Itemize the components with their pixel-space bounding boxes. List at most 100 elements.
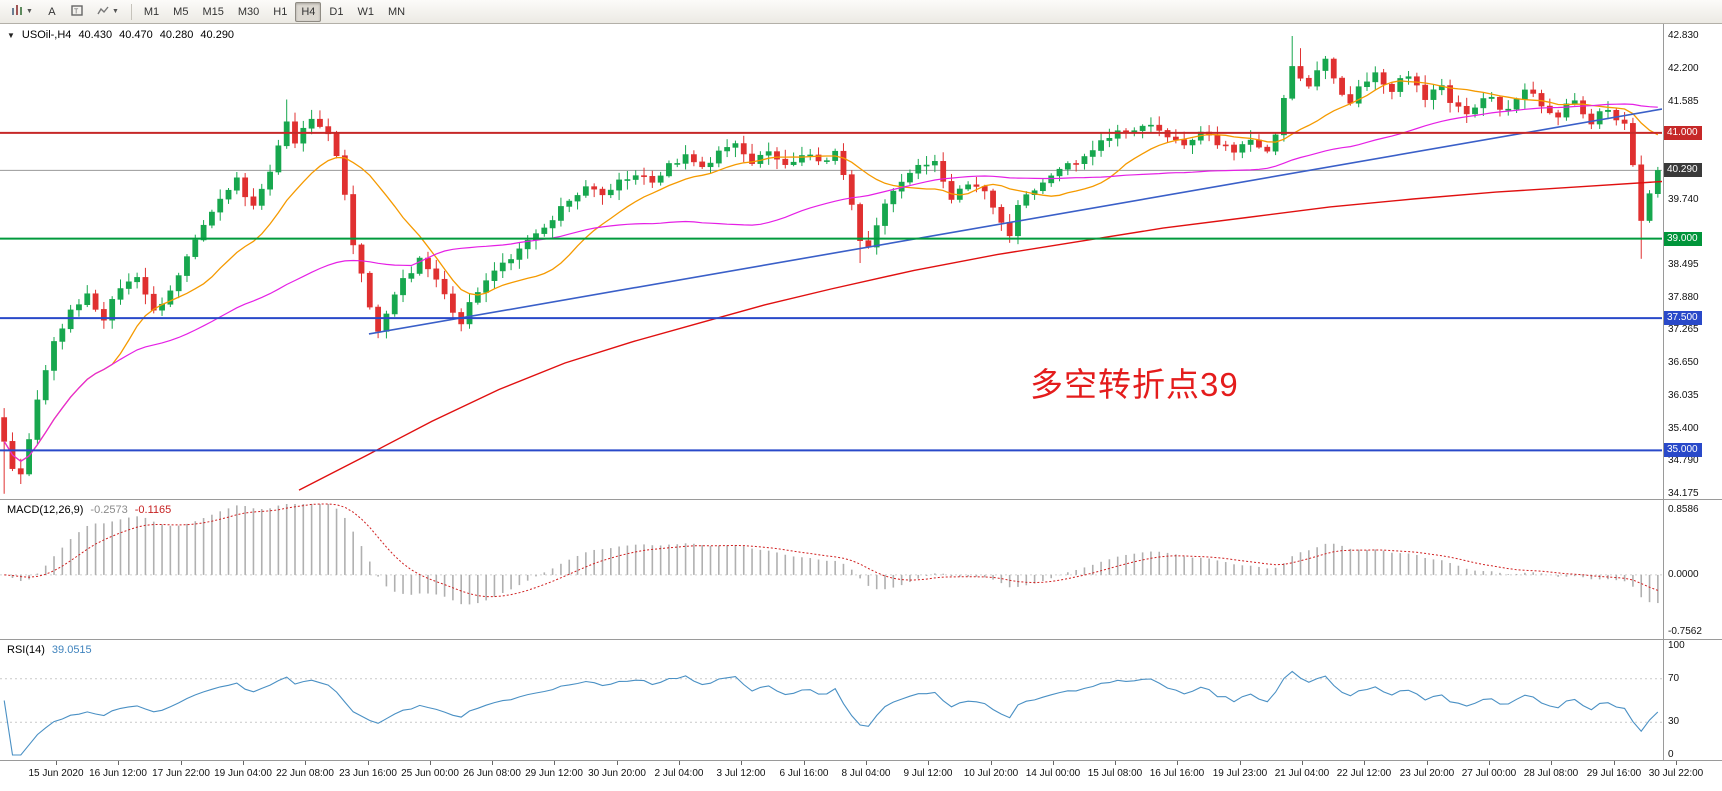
time-axis-label: 14 Jul 00:00 <box>1025 768 1081 779</box>
time-axis[interactable]: 15 Jun 2020 16 Jun 12:00 17 Jun 22:00 19 Ju… <box>0 761 1722 787</box>
candle <box>134 272 141 289</box>
candle <box>1422 75 1429 108</box>
candle <box>1239 141 1246 159</box>
candle <box>242 173 249 207</box>
macd-plot-area[interactable] <box>0 500 1662 640</box>
time-axis-label: 29 Jun 12:00 <box>525 768 583 779</box>
candle <box>26 433 32 477</box>
time-axis-label: 22 Jun 08:00 <box>276 768 334 779</box>
candle <box>308 109 315 135</box>
candle <box>724 139 731 158</box>
candle <box>890 188 897 213</box>
toolbar-separator <box>130 3 132 20</box>
candle <box>1048 173 1055 187</box>
candle <box>657 171 664 186</box>
price-axis-label: 39.740 <box>1668 194 1699 205</box>
candle <box>350 185 357 255</box>
timeframe-button-h4[interactable]: H4 <box>295 1 322 22</box>
candle <box>715 146 722 168</box>
macd-axis[interactable]: 0.8586 0.0000 -0.7562 <box>1663 500 1722 639</box>
ohlc-low: 40.280 <box>159 29 194 41</box>
price-axis[interactable]: 42.830 42.200 41.585 39.740 38.495 37.880 37.2… <box>1663 24 1722 499</box>
time-tick <box>617 761 618 765</box>
time-tick <box>928 761 929 765</box>
timeframe-button-mn[interactable]: MN <box>382 2 411 22</box>
candle <box>358 243 365 283</box>
candle <box>317 110 323 129</box>
candle <box>956 185 963 203</box>
time-tick <box>492 761 493 765</box>
candle <box>383 310 390 339</box>
candle <box>1546 98 1553 115</box>
candle <box>981 184 988 200</box>
candle <box>34 390 41 445</box>
rsi-line <box>3 670 1659 756</box>
candle <box>433 259 440 288</box>
time-tick <box>1115 761 1116 765</box>
candle <box>1430 84 1437 110</box>
candle <box>391 291 398 317</box>
macd-signal-value: -0.1165 <box>134 504 172 516</box>
candle <box>1372 66 1379 91</box>
candle <box>1289 36 1296 101</box>
candle <box>873 217 880 255</box>
rsi-plot-area[interactable] <box>0 640 1662 761</box>
time-axis-label: 26 Jun 08:00 <box>463 768 521 779</box>
candle <box>566 199 573 213</box>
candle <box>1231 142 1237 161</box>
timeframe-button-m5[interactable]: M5 <box>167 2 194 22</box>
candle <box>699 156 706 169</box>
candle <box>1355 79 1362 108</box>
time-axis-label: 23 Jun 16:00 <box>339 768 397 779</box>
timeframe-button-m1[interactable]: M1 <box>138 2 165 22</box>
toolbar-indicator-button[interactable]: ▼ <box>91 2 125 22</box>
candle <box>1256 134 1262 149</box>
candle <box>1330 57 1337 84</box>
candle <box>1480 92 1487 116</box>
one-click-trading-toggle[interactable]: ▼ <box>7 30 15 40</box>
candle <box>1023 191 1030 209</box>
candle <box>1222 140 1229 151</box>
price-axis-label: 36.035 <box>1668 390 1699 401</box>
candle <box>1505 100 1512 116</box>
candle <box>649 170 656 188</box>
candle <box>258 183 265 210</box>
candle <box>674 158 681 168</box>
candle <box>915 158 922 180</box>
timeframe-button-d1[interactable]: D1 <box>323 2 349 22</box>
macd-histogram <box>11 504 1659 605</box>
candle <box>267 164 273 196</box>
time-tick <box>1302 761 1303 765</box>
main-plot-area[interactable] <box>0 24 1662 500</box>
trendline[interactable] <box>368 108 1662 335</box>
annotation-text: 多空转折点39 <box>1030 366 1239 403</box>
candle <box>1314 61 1321 91</box>
time-tick <box>804 761 805 765</box>
ma-slow-line <box>298 180 1662 491</box>
macd-panel: 0.8586 0.0000 -0.7562 MACD(12,26,9) -0.257… <box>0 500 1722 640</box>
candle <box>1405 70 1412 85</box>
ohlc-open: 40.430 <box>78 29 113 41</box>
candle <box>100 301 107 329</box>
candle <box>1364 72 1370 91</box>
candle <box>840 143 847 180</box>
time-axis-label: 25 Jun 00:00 <box>401 768 459 779</box>
time-tick <box>118 761 119 765</box>
candle <box>92 289 99 312</box>
candle <box>1305 75 1312 89</box>
timeframe-button-h1[interactable]: H1 <box>267 2 293 22</box>
candle <box>117 279 124 305</box>
timeframe-button-m15[interactable]: M15 <box>196 2 229 22</box>
candle <box>292 112 298 149</box>
candle <box>1580 96 1586 119</box>
candle <box>508 254 514 271</box>
rsi-axis[interactable]: 100 70 30 0 <box>1663 640 1722 760</box>
chart-type-button[interactable]: ▼ <box>5 2 39 22</box>
candle <box>1114 124 1121 147</box>
timeframe-button-w1[interactable]: W1 <box>351 2 380 22</box>
time-axis-label: 28 Jul 08:00 <box>1523 768 1579 779</box>
toolbar-a-button[interactable]: A <box>41 2 63 22</box>
toolbar-frame-button[interactable]: T <box>65 2 89 22</box>
timeframe-button-m30[interactable]: M30 <box>232 2 265 22</box>
candle <box>1646 190 1653 223</box>
